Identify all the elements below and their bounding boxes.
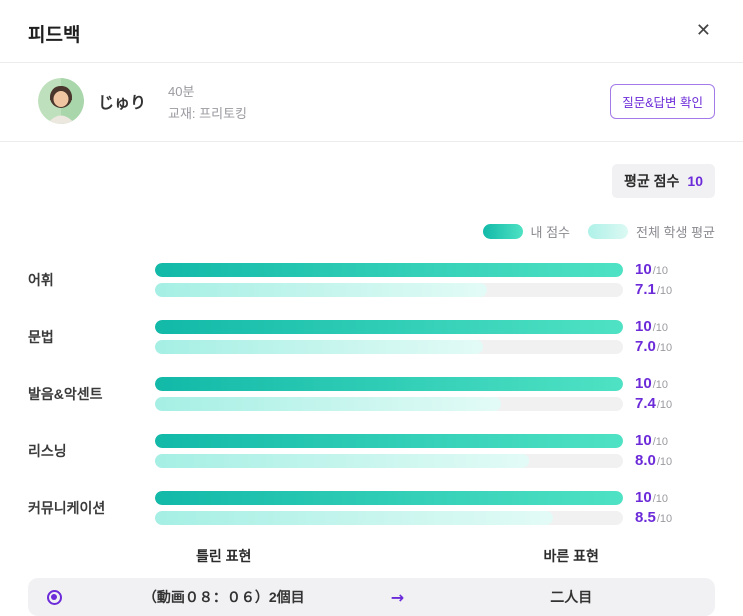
my-score-value: 10 [635, 318, 652, 335]
avg-score-value: 7.4 [635, 395, 656, 412]
category-label: 문법 [28, 328, 54, 345]
score-unit: /10 [652, 493, 668, 505]
my-score-bar [155, 319, 623, 334]
score-unit: /10 [656, 456, 673, 468]
my-score-track [155, 319, 623, 334]
avg-score-bar [155, 510, 553, 525]
lesson-duration: 40분 [168, 83, 195, 99]
avg-score-bar [155, 339, 483, 354]
my-score-value: 10 [635, 261, 652, 278]
page-title: 피드백 [28, 25, 81, 46]
my-score-track [155, 490, 623, 505]
avg-score-value: 8.0 [635, 452, 656, 469]
bar-group [155, 319, 623, 354]
average-score-label: 평균 점수 [624, 173, 680, 189]
my-score-value: 10 [635, 432, 652, 449]
bar-group [155, 433, 623, 468]
score-unit: /10 [652, 436, 668, 448]
correction-item[interactable]: （動画０８：０６）2個目 → 二人目 [28, 578, 715, 616]
lesson-meta: 40분 교재: 프리토킹 [168, 81, 247, 122]
score-unit: /10 [656, 342, 673, 354]
my-score-bar [155, 376, 623, 391]
chart-row: 커뮤니케이션 10/10 8.5/10 [28, 489, 715, 526]
close-icon[interactable]: ✕ [692, 20, 715, 42]
avg-score-track [155, 453, 623, 468]
avg-score-value: 8.5 [635, 509, 656, 526]
my-score-track [155, 376, 623, 391]
avg-score-value: 7.0 [635, 338, 656, 355]
chart-row: 리스닝 10/10 8.0/10 [28, 432, 715, 469]
avg-score-track [155, 339, 623, 354]
bar-group [155, 376, 623, 411]
qa-check-button[interactable]: 질문&답변 확인 [610, 83, 715, 119]
avg-score-track [155, 396, 623, 411]
student-name: じゅり [98, 95, 147, 112]
average-score-value: 10 [687, 173, 703, 189]
score-unit: /10 [652, 265, 668, 277]
correction-icon-wrap [28, 589, 80, 605]
my-score-bar [155, 433, 623, 448]
my-score-legend-label: 내 점수 [530, 225, 571, 240]
avg-score-track [155, 510, 623, 525]
chart-row: 문법 10/10 7.0/10 [28, 318, 715, 355]
modal-content: 평균 점수 10 내 점수 전체 학생 평균 어휘 10/10 7.1/10 [0, 164, 743, 616]
arrow-right-icon: → [390, 587, 405, 607]
score-unit: /10 [656, 399, 673, 411]
value-group: 10/10 7.0/10 [623, 318, 715, 355]
avg-score-bar [155, 453, 530, 468]
my-score-legend-swatch [482, 224, 523, 239]
wrong-expression-header: 틀린 표현 [196, 548, 252, 564]
my-score-value: 10 [635, 489, 652, 506]
correct-expression-header: 바른 표현 [543, 548, 599, 564]
avg-score-legend-label: 전체 학생 평균 [636, 225, 715, 240]
chart-legend: 내 점수 전체 학생 평균 [28, 222, 715, 241]
my-score-bar [155, 490, 623, 505]
avatar-image [38, 78, 84, 124]
bar-group [155, 490, 623, 525]
correct-expression-text: 二人目 [550, 589, 593, 605]
video-marker-icon[interactable] [46, 589, 62, 605]
avg-score-legend-swatch [588, 224, 629, 239]
wrong-expression-text: （動画０８：０６）2個目 [142, 589, 305, 605]
value-group: 10/10 7.4/10 [623, 375, 715, 412]
lesson-material: 교재: 프리토킹 [168, 105, 247, 121]
score-unit: /10 [656, 285, 673, 297]
value-group: 10/10 8.0/10 [623, 432, 715, 469]
my-score-track [155, 262, 623, 277]
score-unit: /10 [652, 379, 668, 391]
avg-score-bar [155, 396, 502, 411]
score-unit: /10 [656, 513, 673, 525]
modal-header: 피드백 ✕ [0, 0, 743, 63]
value-group: 10/10 8.5/10 [623, 489, 715, 526]
category-label: 발음&악센트 [28, 385, 103, 402]
avg-score-value: 7.1 [635, 281, 656, 298]
my-score-value: 10 [635, 375, 652, 392]
avg-score-bar [155, 282, 488, 297]
avatar [38, 78, 84, 124]
category-label: 리스닝 [28, 442, 67, 459]
average-score-row: 평균 점수 10 [28, 164, 715, 198]
value-group: 10/10 7.1/10 [623, 261, 715, 298]
chart-row: 발음&악센트 10/10 7.4/10 [28, 375, 715, 412]
bar-group [155, 262, 623, 297]
corrections-header-row: 틀린 표현 바른 표현 [28, 546, 715, 566]
student-profile-row: じゅり 40분 교재: 프리토킹 질문&답변 확인 [0, 63, 743, 142]
category-label: 어휘 [28, 271, 54, 288]
avg-score-track [155, 282, 623, 297]
category-label: 커뮤니케이션 [28, 499, 106, 516]
my-score-bar [155, 262, 623, 277]
average-score-badge: 평균 점수 10 [612, 164, 715, 198]
my-score-track [155, 433, 623, 448]
chart-row: 어휘 10/10 7.1/10 [28, 261, 715, 298]
score-unit: /10 [652, 322, 668, 334]
score-bar-chart: 어휘 10/10 7.1/10 문법 10/10 7.0/1 [28, 261, 715, 526]
